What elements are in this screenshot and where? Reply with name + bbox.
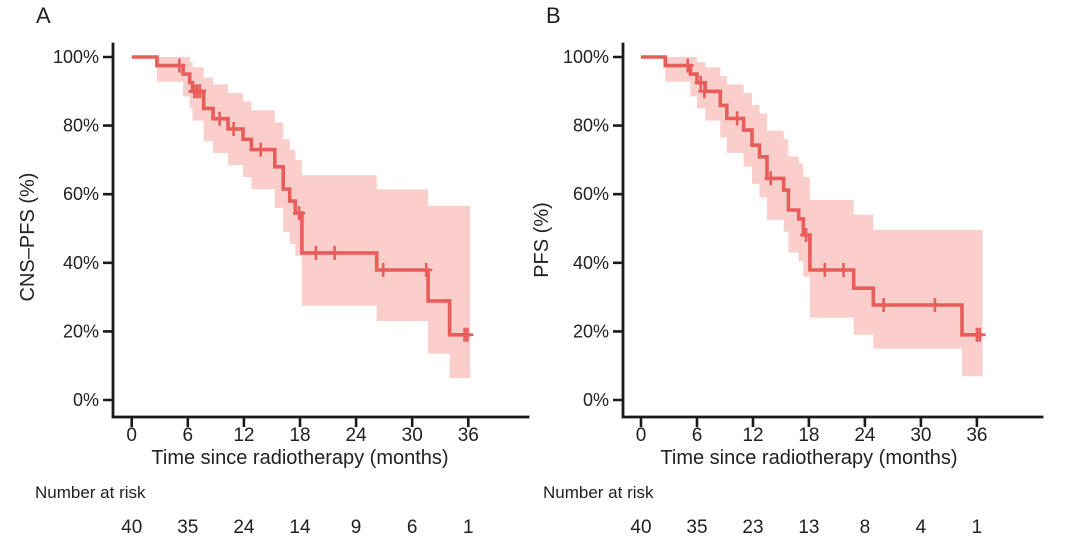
y-tick-label: 20%	[63, 321, 99, 341]
risk-number: 8	[860, 517, 871, 538]
survival-curve	[131, 55, 471, 337]
panel-a: A CNS–PFS (%) 0 40 6 35 12 24 18 14 24 9 30 6 36 1 100…	[17, 3, 530, 538]
panel-b-km-chart: 0 40 6 35 12 23 18 13 24 8 30 4 36 1 100% 80% 60% 40% 20% 0…	[563, 42, 1044, 538]
risk-number: 9	[351, 517, 362, 538]
confidence-band	[156, 57, 471, 378]
panel-b-label: B	[546, 3, 561, 28]
risk-number: 6	[407, 517, 418, 538]
x-tick-label: 24	[346, 425, 368, 446]
risk-number: 40	[630, 517, 651, 538]
x-tick-label: 0	[126, 425, 137, 446]
panel-a-x-axis-title: Time since radiotherapy (months)	[151, 447, 449, 469]
y-tick-label: 100%	[563, 47, 609, 67]
x-tick-label: 18	[289, 425, 310, 446]
axis-ticks	[613, 55, 979, 427]
y-tick-label: 0%	[583, 390, 609, 410]
risk-number: 24	[233, 517, 255, 538]
risk-number: 40	[121, 517, 142, 538]
x-tick-label: 36	[458, 425, 479, 446]
y-tick-label: 20%	[573, 321, 609, 341]
y-tick-label: 0%	[73, 390, 99, 410]
panel-b-risk-caption: Number at risk	[543, 483, 654, 502]
x-tick-label: 30	[402, 425, 423, 446]
axes	[111, 42, 530, 419]
censor-marks	[173, 58, 474, 342]
confidence-band	[665, 57, 983, 377]
risk-number: 23	[742, 517, 763, 538]
censor-marks	[681, 58, 986, 342]
y-tick-label: 80%	[63, 116, 99, 136]
y-tick-label: 40%	[573, 253, 609, 273]
panel-b-x-axis-title: Time since radiotherapy (months)	[660, 447, 958, 469]
risk-number: 1	[972, 517, 983, 538]
risk-number: 4	[916, 517, 927, 538]
x-tick-label: 30	[910, 425, 931, 446]
y-tick-label: 60%	[63, 184, 99, 204]
y-tick-label: 60%	[573, 184, 609, 204]
x-tick-label: 24	[854, 425, 876, 446]
x-tick-label: 12	[233, 425, 254, 446]
panel-a-risk-caption: Number at risk	[35, 483, 146, 502]
risk-number: 35	[686, 517, 707, 538]
axis-ticks	[103, 55, 470, 427]
panel-b: B PFS (%) 0 40 6 35 12 23 18 13 24 8 30 4 36 1 100% 80%…	[531, 0, 1080, 551]
axes	[621, 42, 1044, 419]
x-tick-label: 18	[798, 425, 819, 446]
x-tick-label: 6	[183, 425, 194, 446]
y-tick-label: 40%	[63, 253, 99, 273]
y-tick-label: 100%	[53, 47, 99, 67]
y-tick-label: 80%	[573, 116, 609, 136]
x-tick-label: 12	[742, 425, 763, 446]
panel-a-label: A	[36, 3, 51, 28]
panel-a-km-chart: 0 40 6 35 12 24 18 14 24 9 30 6 36 1 100% 80% 60% 40% 20% 0…	[53, 42, 530, 538]
x-tick-label: 0	[636, 425, 647, 446]
x-tick-label: 6	[692, 425, 703, 446]
risk-number: 35	[177, 517, 198, 538]
risk-number: 13	[798, 517, 819, 538]
risk-number: 1	[463, 517, 474, 538]
x-tick-label: 36	[966, 425, 987, 446]
risk-number: 14	[289, 517, 311, 538]
